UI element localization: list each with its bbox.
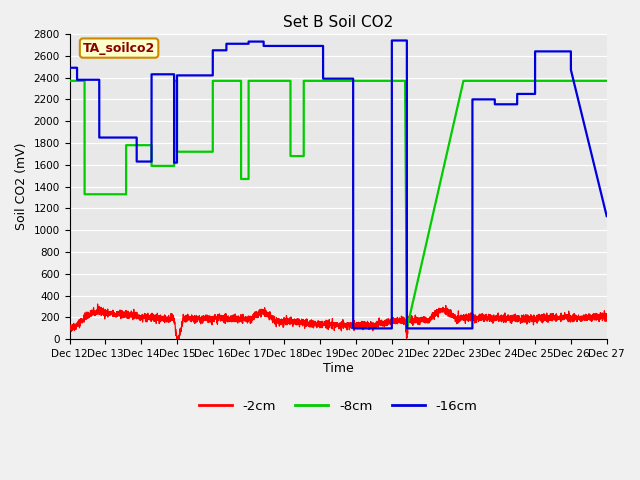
Text: TA_soilco2: TA_soilco2 (83, 42, 156, 55)
Legend: -2cm, -8cm, -16cm: -2cm, -8cm, -16cm (193, 395, 483, 418)
Title: Set B Soil CO2: Set B Soil CO2 (283, 15, 393, 30)
Y-axis label: Soil CO2 (mV): Soil CO2 (mV) (15, 143, 28, 230)
X-axis label: Time: Time (323, 362, 353, 375)
